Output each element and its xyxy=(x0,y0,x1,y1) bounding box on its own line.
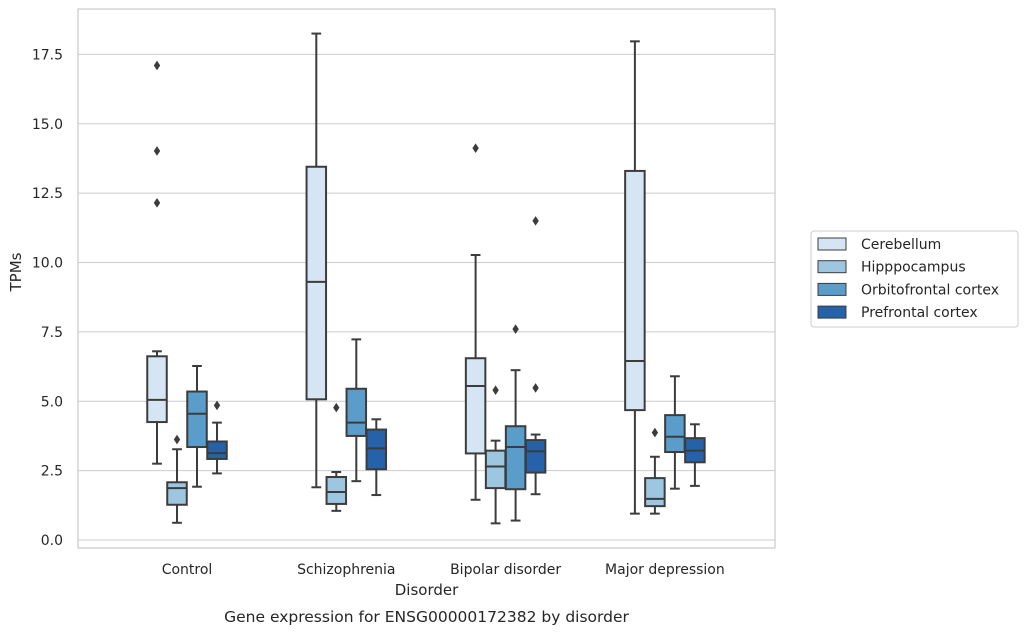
x-tick-label: Schizophrenia xyxy=(297,562,395,578)
y-tick-label: 15.0 xyxy=(32,117,63,133)
box-body xyxy=(186,390,208,449)
x-tick-label: Bipolar disorder xyxy=(450,562,561,578)
outlier-point xyxy=(153,198,161,208)
outlier-point xyxy=(532,383,539,393)
y-tick-label: 12.5 xyxy=(32,186,63,202)
box-body xyxy=(644,477,666,508)
outlier-point xyxy=(651,427,659,438)
x-tick-label: Control xyxy=(162,562,213,578)
box-body xyxy=(166,481,188,506)
box-body xyxy=(504,425,527,491)
box-prefrontal-cortex xyxy=(684,423,706,487)
y-tick-label: 17.5 xyxy=(32,47,63,63)
legend-entry-label: Cerebellum xyxy=(861,237,941,253)
box-cerebellum xyxy=(305,32,328,489)
legend-swatch xyxy=(817,305,847,319)
grid-lines xyxy=(78,53,775,541)
legend-frame xyxy=(810,230,1019,328)
outlier-point xyxy=(213,400,221,411)
box-cerebellum xyxy=(146,60,168,465)
chart-caption: Gene expression for ENSG00000172382 by d… xyxy=(224,608,629,626)
outlier-point xyxy=(472,143,479,153)
x-tick-label: Major depression xyxy=(605,562,725,578)
y-tick-label: 10.0 xyxy=(32,256,63,272)
box-cerebellum xyxy=(464,143,487,501)
outlier-point xyxy=(512,324,519,334)
box-body xyxy=(305,165,328,401)
box-body xyxy=(524,439,547,474)
box-body xyxy=(664,414,686,454)
box-hipppocampus xyxy=(484,385,507,525)
y-tick-label: 2.5 xyxy=(41,464,63,480)
legend-entry-label: Hipppocampus xyxy=(861,260,966,276)
box-prefrontal-cortex xyxy=(365,418,388,497)
legend-swatch xyxy=(817,282,847,296)
y-tick-label: 0.0 xyxy=(41,533,63,549)
box-body xyxy=(206,440,228,460)
box-plots xyxy=(146,32,706,525)
outlier-point xyxy=(153,60,161,71)
box-body xyxy=(484,449,507,490)
box-orbitofrontal-cortex xyxy=(345,338,368,483)
plot-frame xyxy=(77,8,776,549)
y-tick-label: 7.5 xyxy=(41,325,63,341)
box-orbitofrontal-cortex xyxy=(504,324,527,522)
box-orbitofrontal-cortex xyxy=(664,375,686,490)
box-body xyxy=(146,355,168,424)
y-axis-label: TPMs xyxy=(7,252,25,292)
outlier-point xyxy=(492,385,499,395)
y-axis-ticks: 0.0 2.5 5.0 7.5 10.0 12.5 15.0 17.5 xyxy=(32,47,63,549)
x-axis-label: Disorder xyxy=(395,581,459,599)
box-body xyxy=(345,387,368,437)
legend-swatch xyxy=(817,260,847,274)
legend-entry-label: Orbitofrontal cortex xyxy=(861,282,999,298)
outlier-point xyxy=(333,402,340,413)
box-orbitofrontal-cortex xyxy=(186,365,208,488)
box-hipppocampus xyxy=(325,402,348,512)
legend: Cerebellum Hipppocampus Orbitofrontal cort… xyxy=(810,230,1019,328)
outlier-point xyxy=(153,146,161,156)
box-cerebellum xyxy=(624,40,646,515)
box-prefrontal-cortex xyxy=(206,400,228,475)
box-hipppocampus xyxy=(166,434,188,524)
box-body xyxy=(325,476,348,505)
box-hipppocampus xyxy=(644,427,666,515)
legend-entry-label: Prefrontal cortex xyxy=(861,305,978,321)
box-prefrontal-cortex xyxy=(524,216,547,496)
box-body xyxy=(464,357,487,455)
box-body xyxy=(624,169,646,412)
y-tick-label: 5.0 xyxy=(41,394,63,410)
outlier-point xyxy=(532,216,539,226)
legend-swatch xyxy=(817,237,847,251)
x-axis-ticks: Control Schizophrenia Bipolar disorder Majo… xyxy=(162,562,725,578)
outlier-point xyxy=(173,434,181,445)
